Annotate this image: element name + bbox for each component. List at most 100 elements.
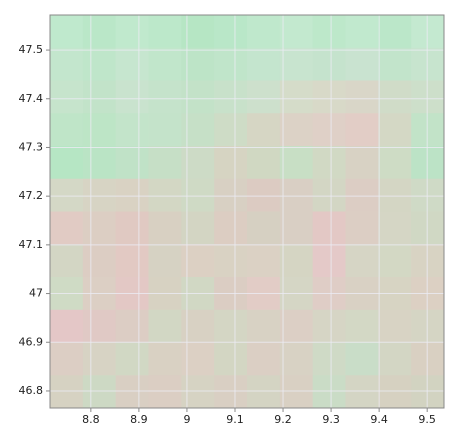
raster-cell [115, 342, 149, 376]
raster-cell [312, 146, 346, 180]
raster-cell [279, 80, 314, 114]
raster-cell [247, 375, 281, 409]
raster-cell [82, 244, 117, 278]
raster-cell [247, 211, 281, 245]
raster-cell [82, 342, 117, 376]
raster-cell [345, 80, 379, 114]
raster-cell [411, 146, 445, 180]
raster-cell [411, 47, 445, 81]
raster-cell [279, 342, 314, 376]
y-tick-label: 46.9 [19, 335, 44, 348]
y-tick-label: 47.5 [19, 43, 44, 56]
raster-cell [214, 244, 248, 278]
raster-cell [279, 211, 314, 245]
y-tick-label: 47.3 [19, 140, 44, 153]
raster-cell [115, 80, 149, 114]
raster-cell [50, 80, 84, 114]
raster-cell [247, 309, 281, 343]
raster-cell [279, 47, 314, 81]
raster-cell [82, 375, 117, 409]
raster-cell [411, 15, 445, 49]
raster-cell [181, 211, 215, 245]
raster-cell [148, 178, 182, 212]
raster-cell [279, 113, 314, 147]
raster-cell [279, 309, 314, 343]
raster-cell [411, 113, 445, 147]
raster-cell [411, 211, 445, 245]
raster-cell [148, 375, 182, 409]
raster-cell [312, 309, 346, 343]
raster-cell [214, 113, 248, 147]
raster-cell [345, 211, 379, 245]
raster-cell [279, 15, 314, 49]
raster-cell [378, 47, 412, 81]
raster-cell [115, 113, 149, 147]
raster-cell [148, 146, 182, 180]
raster-cell [312, 244, 346, 278]
raster-cell [181, 342, 215, 376]
raster-cell [411, 244, 445, 278]
raster-cell [312, 15, 346, 49]
raster-cell [411, 178, 445, 212]
raster-cell [345, 15, 379, 49]
raster-cell [115, 47, 149, 81]
raster-cell [148, 342, 182, 376]
raster-cell [181, 244, 215, 278]
grid [50, 15, 444, 408]
raster-cell [50, 244, 84, 278]
y-tick-label: 47.4 [19, 92, 44, 105]
raster-cell [214, 47, 248, 81]
raster-cell [115, 211, 149, 245]
raster-cell [181, 309, 215, 343]
raster-cell [378, 211, 412, 245]
raster-cell [50, 47, 84, 81]
raster-cell [345, 342, 379, 376]
raster-cell [378, 15, 412, 49]
x-tick-label: 9 [183, 413, 190, 426]
raster-cell [50, 309, 84, 343]
raster-cell [181, 113, 215, 147]
raster-cell [247, 244, 281, 278]
raster-cell [115, 15, 149, 49]
raster-cell [411, 342, 445, 376]
raster-cell [115, 244, 149, 278]
raster-cell [214, 15, 248, 49]
raster-cell [82, 309, 117, 343]
raster-cell [181, 80, 215, 114]
raster-cell [50, 15, 84, 49]
raster-cell [115, 375, 149, 409]
raster-cell [378, 178, 412, 212]
raster-cell [148, 309, 182, 343]
y-tick-label: 47.1 [19, 238, 44, 251]
raster-cell [247, 80, 281, 114]
raster-cell [345, 113, 379, 147]
raster-cell [247, 342, 281, 376]
x-tick-label: 9.2 [274, 413, 292, 426]
x-tick-label: 8.9 [130, 413, 148, 426]
raster-cell [345, 309, 379, 343]
raster-cell [82, 178, 117, 212]
raster-cell [181, 375, 215, 409]
raster-cell [378, 244, 412, 278]
raster-cell [345, 178, 379, 212]
raster-cell [312, 375, 346, 409]
x-tick-label: 9.1 [226, 413, 244, 426]
raster [50, 15, 445, 409]
plot-frame [49, 14, 445, 409]
raster-cell [82, 211, 117, 245]
raster-cell [312, 47, 346, 81]
raster-cell [247, 146, 281, 180]
raster-cell [115, 178, 149, 212]
raster-cell [247, 178, 281, 212]
raster-cell [50, 375, 84, 409]
raster-cell [312, 211, 346, 245]
x-tick-label: 9.5 [418, 413, 436, 426]
raster-cell [148, 211, 182, 245]
raster-cell [378, 342, 412, 376]
raster-cell [82, 80, 117, 114]
x-tick-label: 8.8 [82, 413, 100, 426]
raster-cell [345, 146, 379, 180]
y-tick-label: 46.8 [19, 384, 44, 397]
raster-cell [214, 178, 248, 212]
raster-cell [345, 375, 379, 409]
